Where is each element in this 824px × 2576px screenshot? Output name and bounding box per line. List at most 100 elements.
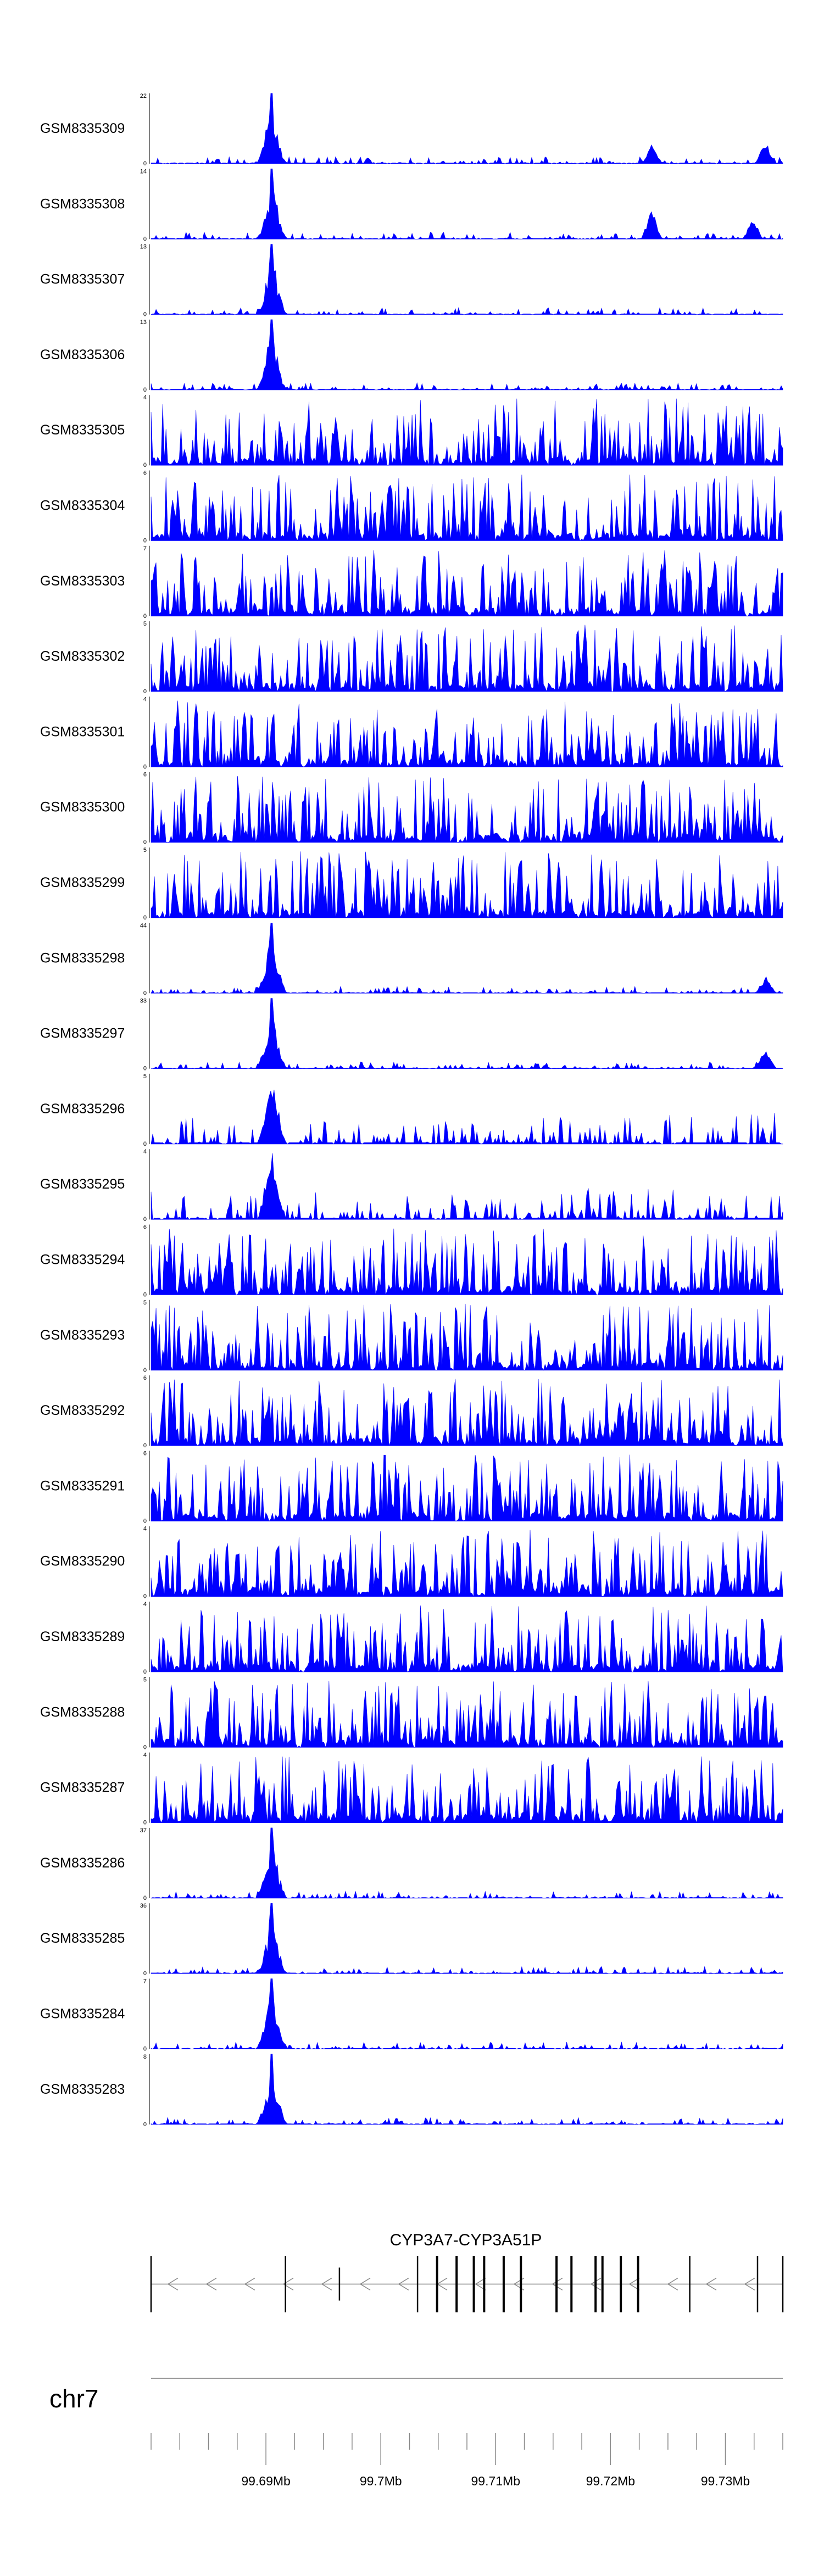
ymin-label: 0 — [143, 2121, 147, 2128]
coverage-area — [151, 475, 783, 542]
ymin-label: 0 — [143, 387, 147, 393]
ymax-label: 14 — [140, 168, 147, 175]
ymin-label: 0 — [143, 160, 147, 167]
coverage-area — [151, 700, 783, 768]
strand-arrow — [590, 2277, 602, 2291]
track-GSM8335306: 13 0 GSM8335306 — [40, 319, 783, 393]
track-label: GSM8335307 — [40, 272, 125, 287]
track-label: GSM8335293 — [40, 1328, 125, 1343]
ymax-label: 13 — [140, 244, 147, 250]
coverage-area — [151, 851, 783, 919]
track-GSM8335303: 7 0 GSM8335303 — [40, 545, 783, 620]
ymin-label: 0 — [143, 1518, 147, 1524]
strand-arrow — [705, 2277, 717, 2291]
track-label: GSM8335309 — [40, 121, 125, 136]
track-GSM8335293: 5 0 GSM8335293 — [40, 1300, 783, 1374]
track-label: GSM8335289 — [40, 1629, 125, 1644]
strand-arrow — [359, 2277, 371, 2291]
coverage-area — [151, 625, 783, 693]
ymin-label: 0 — [143, 2046, 147, 2053]
strand-arrow — [744, 2277, 755, 2291]
coverage-area — [151, 1454, 783, 1522]
genome-axis: chr7 99.69Mb 99.7Mb 99.71Mb 99.72Mb 99.73Mb — [49, 2378, 783, 2488]
track-label: GSM8335288 — [40, 1704, 125, 1720]
ymin-label: 0 — [143, 236, 147, 242]
ymin-label: 0 — [143, 538, 147, 544]
ymin-label: 0 — [143, 1970, 147, 1977]
track-GSM8335289: 4 0 GSM8335289 — [40, 1601, 783, 1675]
tick-label: 99.73Mb — [701, 2474, 750, 2488]
ymin-label: 0 — [143, 1066, 147, 1072]
ymin-label: 0 — [143, 1669, 147, 1675]
track-GSM8335299: 5 0 GSM8335299 — [40, 847, 783, 921]
coverage-area — [151, 1903, 783, 1974]
track-GSM8335307: 13 0 GSM8335307 — [40, 244, 783, 318]
ymin-label: 0 — [143, 1141, 147, 1147]
track-label: GSM8335299 — [40, 875, 125, 890]
track-label: GSM8335292 — [40, 1403, 125, 1418]
strand-arrow — [244, 2277, 255, 2291]
track-GSM8335290: 4 0 GSM8335290 — [40, 1526, 783, 1600]
gene-track: CYP3A7-CYP3A51P — [150, 2231, 784, 2312]
strand-arrow — [398, 2277, 409, 2291]
coverage-area — [151, 1756, 783, 1824]
coverage-area — [151, 398, 783, 466]
strand-arrow — [205, 2277, 217, 2291]
ymax-label: 4 — [143, 696, 147, 702]
track-GSM8335304: 6 0 GSM8335304 — [40, 470, 783, 544]
coverage-area — [151, 1827, 783, 1899]
track-GSM8335302: 5 0 GSM8335302 — [40, 621, 783, 695]
track-GSM8335292: 6 0 GSM8335292 — [40, 1375, 783, 1449]
strand-arrow — [167, 2277, 179, 2291]
strand-arrow — [475, 2277, 486, 2291]
track-GSM8335309: 22 0 GSM8335309 — [40, 93, 783, 167]
track-label: GSM8335283 — [40, 2082, 125, 2097]
track-label: GSM8335290 — [40, 1554, 125, 1569]
ymax-label: 6 — [143, 1450, 147, 1457]
ymin-label: 0 — [143, 839, 147, 846]
axis-ticks: 99.69Mb 99.7Mb 99.71Mb 99.72Mb 99.73Mb — [151, 2378, 783, 2488]
track-label: GSM8335297 — [40, 1026, 125, 1041]
ymin-label: 0 — [143, 990, 147, 996]
track-GSM8335301: 4 0 GSM8335301 — [40, 696, 783, 770]
track-label: GSM8335285 — [40, 1931, 125, 1946]
track-GSM8335286: 37 0 GSM8335286 — [40, 1827, 783, 1902]
track-GSM8335300: 6 0 GSM8335300 — [40, 772, 783, 846]
chromosome-label: chr7 — [49, 2384, 98, 2413]
ymin-label: 0 — [143, 763, 147, 770]
ymax-label: 6 — [143, 1375, 147, 1381]
track-label: GSM8335303 — [40, 573, 125, 589]
track-GSM8335295: 4 0 GSM8335295 — [40, 1148, 783, 1223]
ymax-label: 5 — [143, 1073, 147, 1080]
tick-label: 99.7Mb — [360, 2474, 402, 2488]
ymin-label: 0 — [143, 688, 147, 695]
ymin-label: 0 — [143, 1442, 147, 1449]
ymin-label: 0 — [143, 613, 147, 620]
ymin-label: 0 — [143, 915, 147, 921]
ymin-label: 0 — [143, 1292, 147, 1298]
coverage-tracks: 220GSM8335309140GSM8335308130GSM83353071… — [40, 93, 783, 2128]
coverage-area — [151, 1303, 783, 1371]
ymax-label: 6 — [143, 1224, 147, 1231]
track-GSM8335308: 14 0 GSM8335308 — [40, 168, 783, 242]
ymax-label: 7 — [143, 1978, 147, 1985]
track-label: GSM8335295 — [40, 1177, 125, 1192]
track-label: GSM8335300 — [40, 800, 125, 815]
ymax-label: 7 — [143, 545, 147, 552]
ymax-label: 4 — [143, 394, 147, 401]
ymax-label: 6 — [143, 772, 147, 778]
coverage-area — [151, 1089, 783, 1145]
track-label: GSM8335302 — [40, 649, 125, 664]
track-GSM8335296: 5 0 GSM8335296 — [40, 1073, 783, 1147]
coverage-area — [151, 1605, 783, 1672]
ymin-label: 0 — [143, 1593, 147, 1600]
track-GSM8335287: 4 0 GSM8335287 — [40, 1752, 783, 1826]
ymax-label: 5 — [143, 847, 147, 854]
track-label: GSM8335308 — [40, 196, 125, 211]
tick-label: 99.69Mb — [241, 2474, 291, 2488]
track-label: GSM8335284 — [40, 2006, 125, 2022]
track-GSM8335291: 6 0 GSM8335291 — [40, 1450, 783, 1524]
ymax-label: 4 — [143, 1601, 147, 1608]
track-label: GSM8335287 — [40, 1780, 125, 1796]
